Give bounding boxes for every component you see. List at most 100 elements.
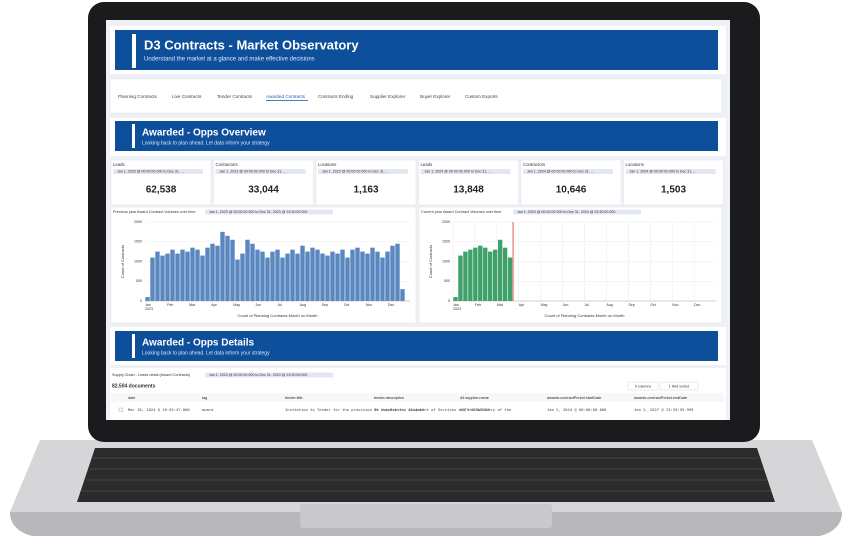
banner-accent: [132, 34, 136, 68]
bar: [155, 251, 160, 301]
metric-label: Leads: [113, 162, 125, 167]
y-axis-label: Count of Contracts: [428, 245, 433, 278]
table-cell: award: [202, 407, 213, 412]
metric-label: Contractors: [216, 162, 238, 167]
metric-label: Locations: [626, 162, 644, 167]
x-tick-label: Jul: [278, 303, 283, 307]
y-tick-label: 1500: [442, 240, 450, 244]
tab[interactable]: Planning Contracts: [118, 94, 158, 99]
bar: [400, 289, 405, 301]
bar: [473, 247, 478, 301]
bar: [200, 255, 205, 301]
x-year-label: 2023: [145, 307, 153, 311]
column-header[interactable]: awards.contractPeriod.endDate: [634, 396, 687, 400]
banner-accent: [132, 334, 135, 358]
bar: [315, 249, 320, 301]
bar: [468, 249, 473, 301]
column-header[interactable]: awards.contractPeriod.startDate: [547, 396, 601, 400]
metric-value: 13,848: [453, 185, 484, 196]
bar: [160, 255, 165, 301]
x-tick-label: Apr: [519, 303, 525, 307]
column-header[interactable]: d3.supplier.name: [460, 396, 489, 400]
filter-pill: [318, 169, 408, 174]
y-axis-label: Count of Contracts: [120, 245, 125, 278]
bar: [355, 247, 360, 301]
x-tick-label: Jun: [255, 303, 261, 307]
metric-value: 1,503: [661, 185, 686, 196]
tab[interactable]: Supplier Explorer: [370, 94, 406, 99]
bar: [270, 251, 275, 301]
bar: [225, 235, 230, 301]
header-banner: [115, 30, 718, 70]
tab[interactable]: Tender Contracts: [217, 94, 253, 99]
bar: [310, 247, 315, 301]
x-tick-label: Apr: [211, 303, 217, 307]
toolbar-button-label[interactable]: 1 field sorted: [669, 384, 690, 388]
x-tick-label: Oct: [344, 303, 350, 307]
filter-pill: [625, 169, 716, 174]
bar: [230, 239, 235, 301]
bar: [150, 257, 155, 301]
toolbar-button[interactable]: [627, 381, 659, 391]
x-tick-label: Dec: [388, 303, 395, 307]
bar: [235, 259, 240, 301]
tabs-card: [109, 78, 723, 114]
filter-pill: [523, 169, 613, 174]
x-tick-label: Mar: [497, 303, 504, 307]
bar: [145, 297, 150, 301]
tab[interactable]: Awarded Contracts: [266, 94, 306, 99]
toolbar-button-label[interactable]: 5 columns: [635, 384, 652, 388]
bar: [395, 243, 400, 301]
x-axis-label: Count of Planning Contracts Month on Mon…: [237, 313, 317, 318]
bar: [190, 247, 195, 301]
tab[interactable]: Custom Exports: [465, 94, 498, 99]
bar: [255, 249, 260, 301]
metric-filter: Jan 1, 2023 @ 00:00:00.000 to Dec 31, ..…: [322, 170, 389, 174]
bar: [250, 243, 255, 301]
x-year-label: 2024: [453, 307, 461, 311]
bar: [458, 255, 463, 301]
tab[interactable]: Live Contracts: [172, 94, 202, 99]
bar: [175, 253, 180, 301]
column-header[interactable]: tag: [202, 396, 207, 400]
column-header[interactable]: tender.title: [285, 396, 303, 400]
bar: [365, 253, 370, 301]
row-checkbox[interactable]: [118, 407, 123, 412]
x-tick-label: Feb: [167, 303, 173, 307]
metric-card: [418, 159, 519, 206]
page-subtitle: Understand the market at a glance and ma…: [144, 57, 315, 63]
column-header[interactable]: date: [128, 396, 135, 400]
chart-title: Previous year Award Contract Volumes ove…: [113, 210, 195, 214]
bar: [320, 253, 325, 301]
chart-title: Current year Award Contract Volumes over…: [421, 210, 501, 214]
x-tick-label: May: [541, 303, 548, 307]
section-subtitle: Looking back to plan ahead. Let data inf…: [142, 140, 270, 146]
table-cell: Invitation to Tender for the provision o…: [285, 407, 424, 412]
table-cell: Jan 2, 2027 @ 23:59:59.999: [634, 407, 694, 412]
metric-filter: Jan 1, 2023 @ 00:00:00.000 to Dec 31, ..…: [220, 170, 287, 174]
tab[interactable]: Buyer Explorer: [420, 94, 451, 99]
toolbar-button[interactable]: [659, 381, 699, 391]
metric-value: 33,044: [248, 185, 279, 196]
bar: [385, 251, 390, 301]
metric-card: [623, 159, 724, 206]
section-title: Awarded - Opps Details: [142, 338, 255, 349]
x-tick-label: Jun: [563, 303, 569, 307]
filter-pill: [113, 169, 203, 174]
column-header[interactable]: tender.description: [374, 396, 404, 400]
metric-filter: Jan 1, 2024 @ 00:00:00.000 to Dec 31, ..…: [527, 170, 594, 174]
trackpad: [300, 504, 552, 528]
section-title: Awarded - Opps Overview: [142, 128, 266, 139]
x-tick-label: Nov: [366, 303, 373, 307]
x-tick-label: Sep: [628, 303, 634, 307]
tab[interactable]: Contracts Ending: [318, 94, 354, 99]
bar: [370, 247, 375, 301]
bar: [280, 257, 285, 301]
bar: [345, 257, 350, 301]
y-tick-label: 2000: [134, 220, 142, 224]
x-tick-label: Jan: [145, 303, 151, 307]
bar: [165, 253, 170, 301]
bar: [260, 251, 265, 301]
x-tick-label: Nov: [672, 303, 679, 307]
y-tick-label: 500: [136, 279, 142, 283]
